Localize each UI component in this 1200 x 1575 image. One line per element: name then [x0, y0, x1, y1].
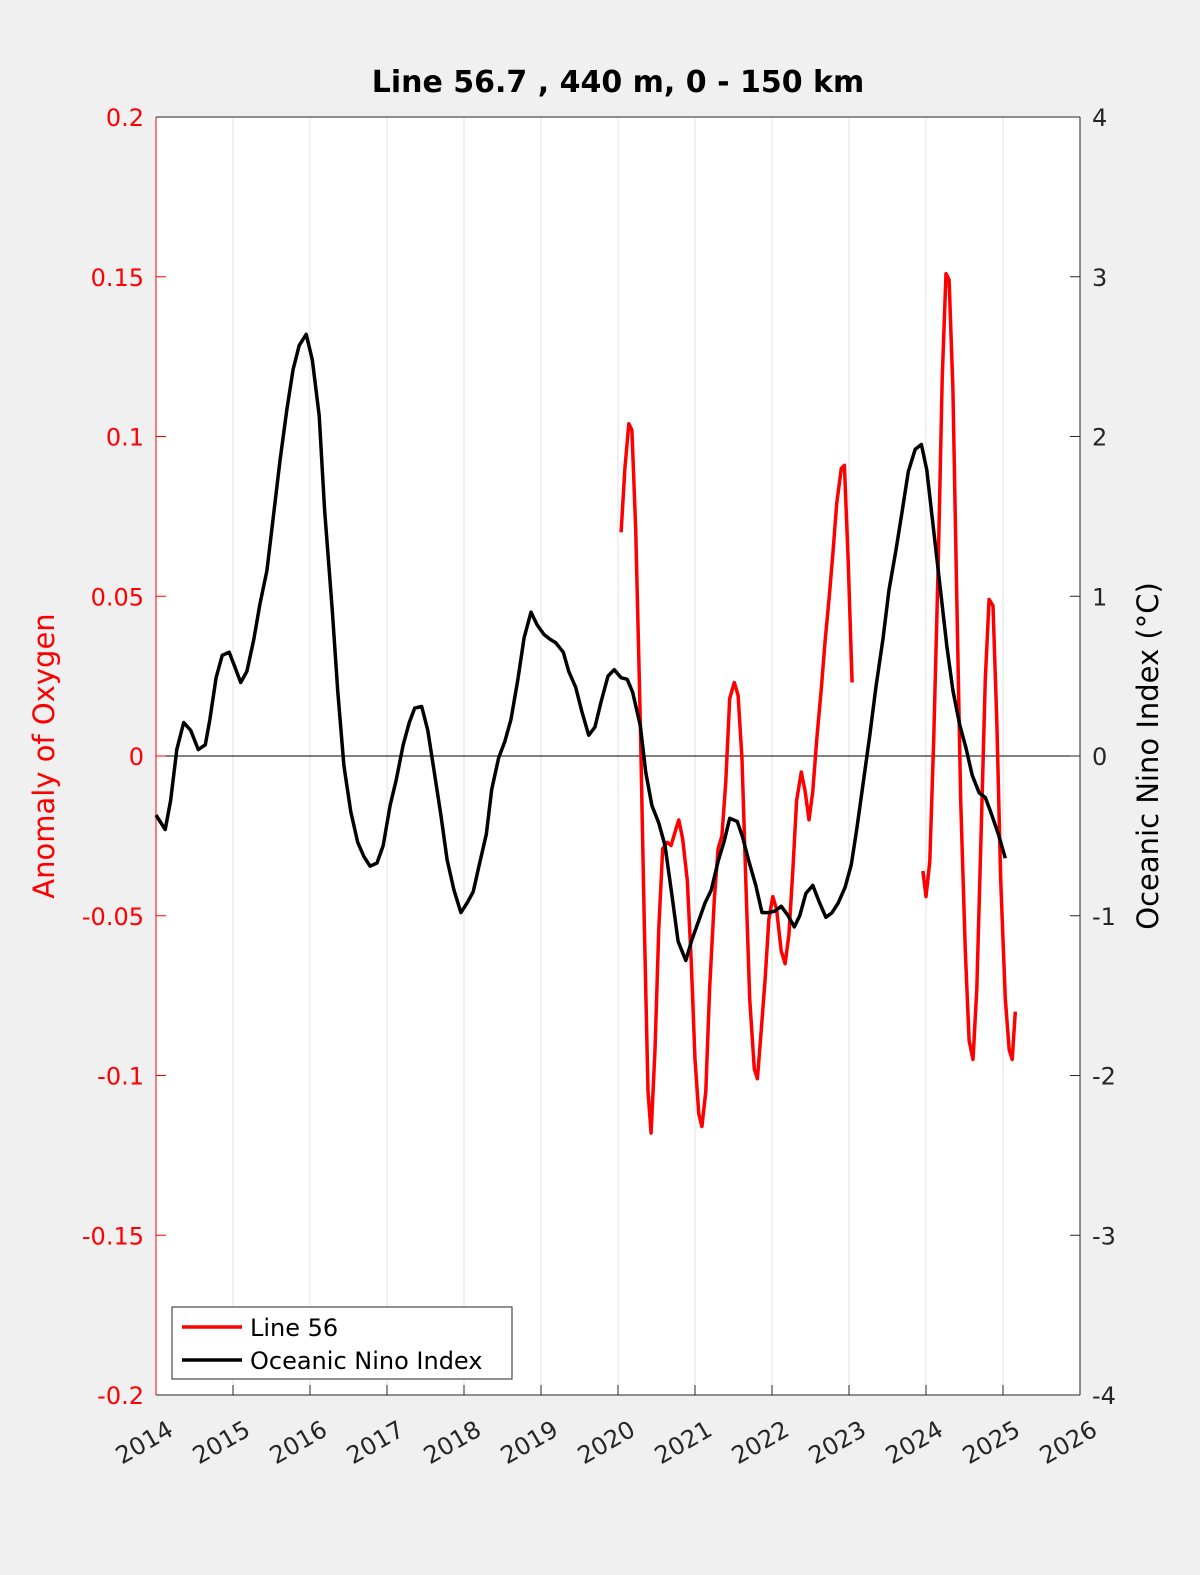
x-tick-label: 2022 [727, 1415, 794, 1470]
legend: Line 56 Oceanic Nino Index [171, 1306, 513, 1380]
legend-label: Line 56 [250, 1314, 338, 1342]
x-tick-label: 2015 [188, 1415, 255, 1470]
x-tick-label: 2021 [650, 1415, 717, 1470]
y2-tick-label: -1 [1092, 903, 1116, 931]
x-tick-label: 2025 [958, 1415, 1025, 1470]
y2-tick-label: -4 [1092, 1382, 1116, 1410]
y2-tick-label: 1 [1092, 583, 1107, 611]
y-tick-label: -0.2 [97, 1382, 144, 1410]
y-axis-label: Anomaly of Oxygen [27, 613, 61, 898]
x-tick-label: 2016 [265, 1415, 332, 1470]
x-tick-label: 2017 [342, 1415, 409, 1470]
y-tick-label: 0 [129, 743, 144, 771]
legend-label: Oceanic Nino Index [250, 1347, 482, 1375]
y2-tick-label: 4 [1092, 104, 1107, 132]
x-tick-label: 2020 [573, 1415, 640, 1470]
y2-axis-label: Oceanic Nino Index (°C) [1131, 582, 1165, 930]
x-tick-label: 2023 [804, 1415, 871, 1470]
series-line [154, 332, 1007, 963]
x-tick-label: 2018 [419, 1415, 486, 1470]
x-tick-label: 2014 [111, 1415, 178, 1470]
y-tick-label: -0.05 [82, 903, 144, 931]
y-tick-label: 0.1 [106, 424, 144, 452]
legend-box [171, 1306, 513, 1380]
y-tick-label: -0.15 [82, 1222, 144, 1250]
y-tick-label: 0.2 [106, 104, 144, 132]
x-tick-label: 2024 [881, 1415, 948, 1470]
y2-tick-label: -2 [1092, 1063, 1116, 1091]
y2-tick-label: 2 [1092, 424, 1107, 452]
y2-tick-label: 3 [1092, 264, 1107, 292]
x-tick-label: 2026 [1035, 1415, 1102, 1470]
y-tick-label: -0.1 [97, 1063, 144, 1091]
x-tick-label: 2019 [496, 1415, 563, 1470]
y-tick-label: 0.05 [91, 583, 144, 611]
y2-tick-label: 0 [1092, 743, 1107, 771]
chart-title: Line 56.7 , 440 m, 0 - 150 km [372, 65, 865, 100]
y-tick-label: 0.15 [91, 264, 144, 292]
y2-tick-label: -3 [1092, 1222, 1116, 1250]
